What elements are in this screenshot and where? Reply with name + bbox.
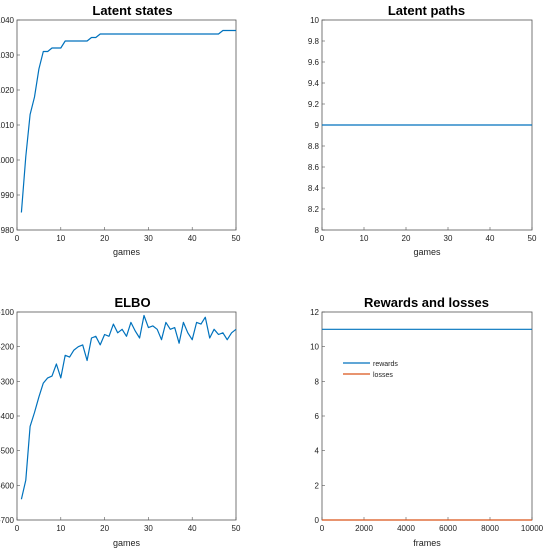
y-tick-label: 980: [1, 226, 15, 235]
x-axis-label: frames: [413, 538, 441, 548]
x-tick-label: 30: [144, 234, 153, 243]
panel-rewards-and-losses: Rewards and losses 0 2000 4000 6000 8000 1000…: [310, 295, 544, 548]
series-line-0: [20, 29, 236, 213]
x-tick-label: 10: [56, 234, 65, 243]
y-tick-label: 1040: [0, 16, 15, 25]
plot-area: [16, 311, 237, 521]
legend-label-losses: losses: [373, 372, 393, 379]
x-tick-label: 20: [402, 234, 411, 243]
x-tick-label: 50: [232, 234, 241, 243]
x-tick-label: 30: [144, 524, 153, 533]
y-tick-label: 9.4: [308, 79, 320, 88]
x-tick-label: 50: [232, 524, 241, 533]
x-tick-label: 0: [320, 234, 325, 243]
chart-title: ELBO: [114, 295, 150, 310]
y-tick-label: 6: [315, 412, 320, 421]
plot-area: [321, 311, 533, 521]
y-tick-label: 8.8: [308, 142, 320, 151]
x-tick-label: 8000: [481, 524, 499, 533]
chart-title: Latent paths: [388, 3, 465, 18]
x-tick-label: 0: [15, 524, 20, 533]
x-axis-label: games: [413, 247, 441, 257]
y-tick-label: 8.2: [308, 205, 320, 214]
y-tick-label: 9.2: [308, 100, 320, 109]
x-tick-label: 10: [360, 234, 369, 243]
chart-title: Latent states: [92, 3, 172, 18]
x-axis-label: games: [113, 538, 141, 548]
y-tick-label: 2: [315, 481, 320, 490]
y-tick-label: 1030: [0, 51, 15, 60]
y-tick-label: -100: [0, 308, 15, 317]
y-tick-label: -200: [0, 343, 15, 352]
y-tick-label: 10: [310, 343, 319, 352]
y-tick-label: 12: [310, 308, 319, 317]
x-tick-label: 20: [100, 524, 109, 533]
legend-label-rewards: rewards: [373, 361, 398, 368]
x-tick-label: 6000: [439, 524, 457, 533]
series-line-0: [20, 314, 237, 500]
y-tick-label: 8: [315, 377, 320, 386]
panel-latent-states: Latent states 01020304050980990100010101…: [0, 3, 241, 257]
y-tick-label: -500: [0, 447, 15, 456]
x-tick-label: 0: [15, 234, 20, 243]
plot-area: [16, 19, 237, 231]
x-tick-label: 10000: [521, 524, 544, 533]
x-tick-label: 50: [528, 234, 537, 243]
y-tick-label: -400: [0, 412, 15, 421]
y-tick-label: 9: [315, 121, 320, 130]
y-tick-label: 8: [315, 226, 320, 235]
y-tick-label: -700: [0, 516, 15, 525]
x-tick-label: 0: [320, 524, 325, 533]
x-tick-label: 20: [100, 234, 109, 243]
x-tick-label: 2000: [355, 524, 373, 533]
y-tick-label: 8.4: [308, 184, 320, 193]
x-tick-label: 40: [188, 234, 197, 243]
chart-title: Rewards and losses: [364, 295, 489, 310]
x-axis-label: games: [113, 247, 141, 257]
y-tick-label: 4: [315, 447, 320, 456]
y-tick-label: -300: [0, 377, 15, 386]
x-tick-label: 30: [444, 234, 453, 243]
panel-latent-paths: Latent paths 0 10 20 30 40 50 8 8.2 8.4 8.6 8.8 9 9.…: [308, 3, 537, 257]
y-tick-label: 8.6: [308, 163, 320, 172]
y-tick-label: 990: [1, 191, 15, 200]
x-tick-label: 10: [56, 524, 65, 533]
y-tick-label: 1010: [0, 121, 15, 130]
x-tick-label: 4000: [397, 524, 415, 533]
y-tick-label: 9.8: [308, 37, 320, 46]
y-tick-label: -600: [0, 481, 15, 490]
x-tick-label: 40: [486, 234, 495, 243]
y-tick-label: 9.6: [308, 58, 320, 67]
panel-elbo: ELBO 0 10 20 30 40 50 -700 -600 -500 -400 -300 -200…: [0, 295, 241, 548]
legend: rewards losses: [343, 361, 398, 379]
x-tick-label: 40: [188, 524, 197, 533]
y-tick-label: 0: [315, 516, 320, 525]
y-tick-label: 10: [310, 16, 319, 25]
y-tick-label: 1000: [0, 156, 15, 165]
